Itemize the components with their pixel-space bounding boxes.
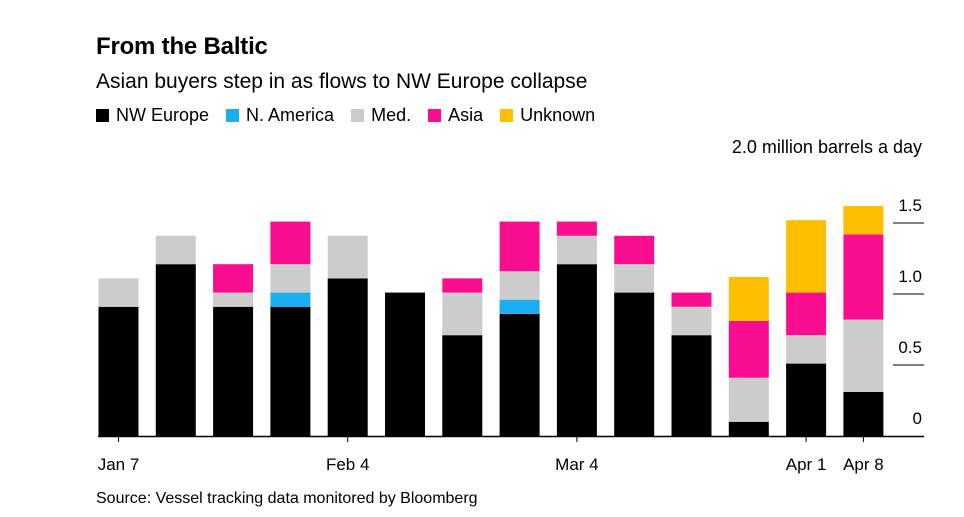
chart-subtitle: Asian buyers step in as flows to NW Euro… — [96, 70, 588, 93]
bar-segment-med — [499, 271, 540, 300]
bar-segment-asia — [442, 278, 483, 293]
bar-segment-unknown — [728, 276, 769, 321]
y-tick-label: 1.5 — [898, 196, 922, 215]
bar-segment-nw-europe — [728, 421, 769, 436]
bar-segment-asia — [843, 234, 884, 320]
bar-segment-med — [728, 377, 769, 422]
bar-segment-asia — [671, 292, 712, 307]
bar-segment-nw-europe — [786, 363, 827, 436]
bar-segment-med — [614, 264, 655, 293]
legend-label-unknown: Unknown — [520, 105, 596, 125]
bar-segment-nw-europe — [385, 292, 425, 436]
legend-item-med: Med. — [351, 105, 411, 126]
bar-segment-nw-europe — [155, 264, 196, 436]
legend-swatch-asia — [428, 109, 442, 122]
bar-segment-nw-europe — [671, 335, 712, 436]
x-tick-label: Apr 1 — [786, 455, 827, 474]
legend-item-nw-europe: NW Europe — [96, 105, 209, 126]
bar-segment-asia — [556, 221, 597, 236]
bar-segment-nw-europe — [98, 306, 139, 436]
bar-segment-med — [843, 319, 884, 392]
legend-item-unknown: Unknown — [500, 105, 595, 126]
bar-segment-nw-europe — [270, 306, 311, 436]
legend-label-nw-europe: NW Europe — [116, 105, 210, 125]
bar-segment-nw-europe — [327, 278, 368, 436]
legend-label-asia: Asia — [448, 105, 484, 125]
bar-segment-med — [786, 335, 827, 364]
bar-segment-med — [671, 306, 712, 336]
bar-segment-asia — [499, 221, 540, 272]
legend: NW Europe N. America Med. Asia Unknown — [96, 105, 612, 126]
bar-segment-med — [556, 235, 597, 265]
x-tick-label: Feb 4 — [326, 455, 369, 474]
bar-segment-asia — [786, 292, 827, 336]
y-tick-label: 1.0 — [898, 267, 922, 286]
source-note: Source: Vessel tracking data monitored b… — [96, 490, 478, 507]
y-axis-unit-label: 2.0 million barrels a day — [731, 137, 922, 157]
legend-swatch-nw-europe — [96, 109, 109, 122]
x-tick-label: Jan 7 — [98, 455, 140, 474]
bar-segment-unknown — [843, 205, 884, 235]
bar-segment-asia — [213, 264, 254, 293]
bar-segment-nw-europe — [499, 313, 540, 436]
y-tick-label: 0 — [913, 409, 922, 428]
chart-title: From the Baltic — [96, 33, 268, 60]
bar-segment-med — [270, 264, 311, 293]
bar-segment-asia — [728, 320, 769, 378]
legend-swatch-med — [351, 109, 365, 122]
bar-segment-nw-europe — [213, 306, 254, 436]
bar-segment-med — [213, 292, 254, 307]
bar-segment-nw-europe — [614, 292, 655, 436]
x-tick-label: Mar 4 — [555, 455, 598, 474]
bar-segment-med — [442, 292, 483, 336]
bar-segment-n-america — [499, 299, 540, 314]
legend-swatch-unknown — [500, 109, 514, 122]
legend-item-n-america: N. America — [226, 105, 334, 126]
bar-segment-n-america — [270, 292, 311, 307]
bar-segment-nw-europe — [843, 391, 884, 436]
legend-label-n-america: N. America — [246, 105, 335, 125]
y-tick-label: 0.5 — [898, 338, 922, 357]
x-tick-label: Apr 8 — [843, 455, 884, 474]
legend-swatch-n-america — [226, 109, 240, 122]
bar-segment-med — [98, 278, 139, 307]
bar-segment-asia — [270, 221, 311, 265]
bar-segment-med — [155, 235, 196, 265]
bar-segment-unknown — [786, 220, 827, 293]
bar-segment-nw-europe — [556, 264, 597, 436]
legend-item-asia: Asia — [428, 105, 483, 126]
bar-segment-nw-europe — [442, 335, 483, 436]
legend-label-med: Med. — [371, 105, 412, 125]
bar-segment-asia — [614, 235, 655, 265]
bar-segment-med — [327, 235, 368, 279]
